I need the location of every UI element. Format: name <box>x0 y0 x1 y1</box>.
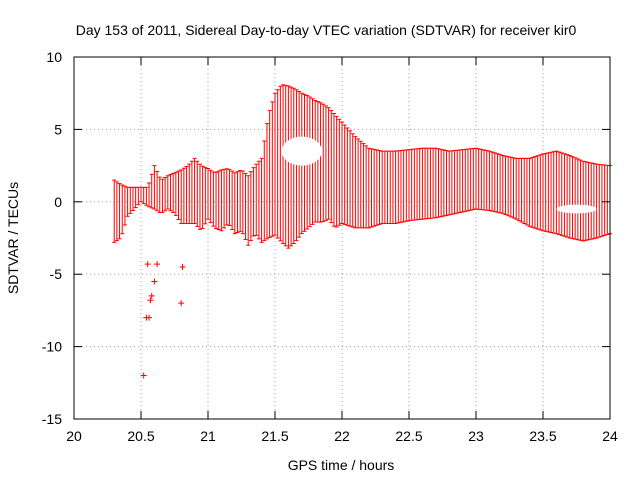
data-point <box>179 263 186 270</box>
data-gaps <box>281 136 597 214</box>
x-tick-label: 20 <box>66 428 82 444</box>
data-point <box>178 300 185 307</box>
x-tick-label: 22.5 <box>395 428 422 444</box>
x-tick-label: 23 <box>468 428 484 444</box>
data-point <box>144 261 151 268</box>
y-tick-label: 0 <box>54 194 62 210</box>
y-axis-label: SDTVAR / TECUs <box>5 182 21 294</box>
grid-lines <box>74 57 610 419</box>
data-point <box>147 297 154 304</box>
isolated-points <box>140 261 186 379</box>
chart-title: Day 153 of 2011, Sidereal Day-to-day VTE… <box>76 22 577 38</box>
y-tick-label: 10 <box>46 49 62 65</box>
axis-ticks <box>73 56 611 420</box>
y-tick-label: -10 <box>42 339 62 355</box>
y-tick-label: -5 <box>50 266 63 282</box>
data-gap <box>281 136 322 166</box>
y-tick-label: -15 <box>42 411 62 427</box>
data-point <box>146 314 153 321</box>
x-tick-label: 23.5 <box>529 428 556 444</box>
x-axis-label: GPS time / hours <box>288 457 395 473</box>
data-point <box>154 261 161 268</box>
x-tick-label: 21.5 <box>261 428 288 444</box>
x-tick-label: 20.5 <box>127 428 154 444</box>
data-gap <box>556 204 597 214</box>
y-tick-labels: -15 -10 -5 0 5 10 <box>42 49 62 427</box>
x-tick-label: 22 <box>334 428 350 444</box>
data-point <box>151 278 158 285</box>
data-point <box>140 372 147 379</box>
x-tick-label: 21 <box>200 428 216 444</box>
data-series <box>112 84 612 249</box>
y-tick-label: 5 <box>54 121 62 137</box>
x-tick-label: 24 <box>602 428 618 444</box>
data-point <box>148 292 155 299</box>
x-tick-labels: 20 20.5 21 21.5 22 22.5 23 23.5 24 <box>66 428 618 444</box>
